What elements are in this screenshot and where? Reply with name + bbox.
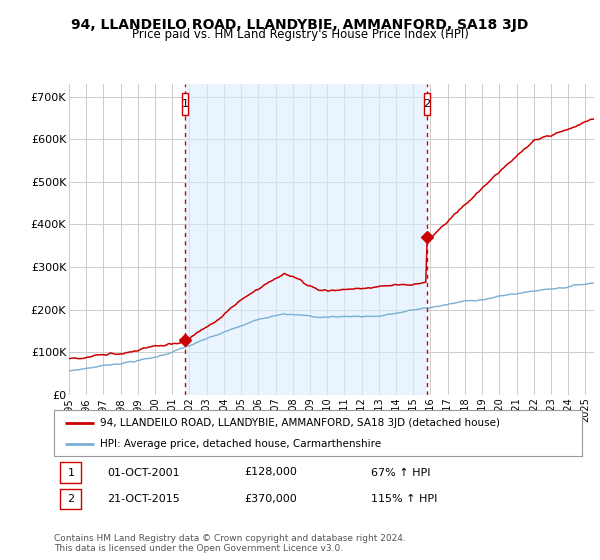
FancyBboxPatch shape — [61, 489, 82, 509]
Bar — [185, 84, 427, 395]
FancyBboxPatch shape — [424, 94, 430, 115]
Text: HPI: Average price, detached house, Carmarthenshire: HPI: Average price, detached house, Carm… — [100, 439, 382, 449]
Text: 67% ↑ HPI: 67% ↑ HPI — [371, 468, 430, 478]
FancyBboxPatch shape — [182, 94, 188, 115]
Text: Contains HM Land Registry data © Crown copyright and database right 2024.
This d: Contains HM Land Registry data © Crown c… — [54, 534, 406, 553]
Text: 115% ↑ HPI: 115% ↑ HPI — [371, 494, 437, 504]
Text: 2: 2 — [67, 494, 74, 504]
Text: 94, LLANDEILO ROAD, LLANDYBIE, AMMANFORD, SA18 3JD: 94, LLANDEILO ROAD, LLANDYBIE, AMMANFORD… — [71, 18, 529, 32]
Text: 1: 1 — [182, 99, 188, 109]
Text: 2: 2 — [424, 99, 431, 109]
FancyBboxPatch shape — [61, 463, 82, 483]
Text: £128,000: £128,000 — [244, 468, 297, 478]
Text: 1: 1 — [67, 468, 74, 478]
Text: 94, LLANDEILO ROAD, LLANDYBIE, AMMANFORD, SA18 3JD (detached house): 94, LLANDEILO ROAD, LLANDYBIE, AMMANFORD… — [100, 418, 500, 428]
Text: £370,000: £370,000 — [244, 494, 297, 504]
Text: Price paid vs. HM Land Registry's House Price Index (HPI): Price paid vs. HM Land Registry's House … — [131, 28, 469, 41]
Text: 01-OCT-2001: 01-OCT-2001 — [107, 468, 179, 478]
Text: 21-OCT-2015: 21-OCT-2015 — [107, 494, 179, 504]
